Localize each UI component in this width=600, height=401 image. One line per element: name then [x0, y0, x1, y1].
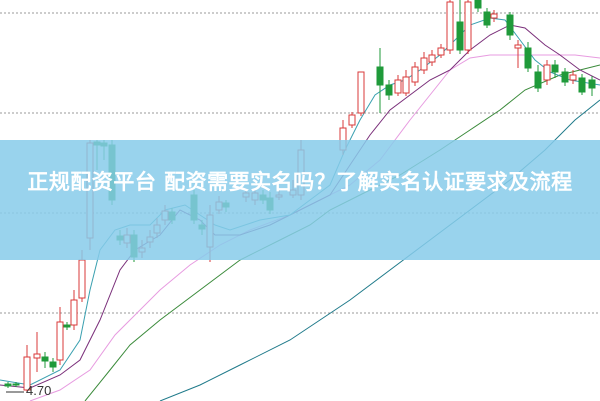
candle-body [394, 79, 402, 94]
candle-body [561, 71, 569, 83]
candle-body [49, 361, 57, 368]
candle-body [70, 299, 78, 326]
candle-body [569, 74, 577, 81]
candle-body [543, 64, 551, 81]
candle-body [41, 356, 49, 362]
candle-body [23, 356, 31, 391]
candle-body [588, 79, 596, 89]
candle-body [56, 321, 64, 361]
candle-body [33, 353, 41, 359]
article-title: 正规配资平台 配资需要实名吗？了解实名认证要求及流程 [27, 170, 573, 194]
candle-body [357, 71, 365, 114]
candle-body [514, 44, 522, 49]
candle-body [464, 1, 472, 51]
candle-body [420, 57, 428, 71]
candle-body [78, 259, 86, 299]
candle-body [506, 14, 514, 36]
candle-body [348, 114, 356, 126]
candle-body [437, 47, 445, 56]
candle-body [446, 1, 454, 51]
candle-body [483, 11, 491, 26]
candle-body [385, 84, 393, 96]
candle-body [578, 77, 586, 93]
candle-body [4, 383, 12, 387]
candle-body [12, 383, 20, 386]
candle-body [402, 76, 410, 94]
candle-body [456, 21, 464, 51]
candle-body [490, 13, 498, 19]
candle-body [411, 66, 419, 83]
candle-body [474, 0, 482, 9]
candle-body [63, 324, 71, 328]
title-banner [0, 140, 600, 260]
candle-body [428, 54, 436, 63]
candle-body [534, 71, 542, 89]
candle-body [551, 64, 559, 73]
candle-body [524, 47, 532, 69]
candle-body [376, 66, 384, 86]
price-label: 4.70 [26, 383, 52, 398]
